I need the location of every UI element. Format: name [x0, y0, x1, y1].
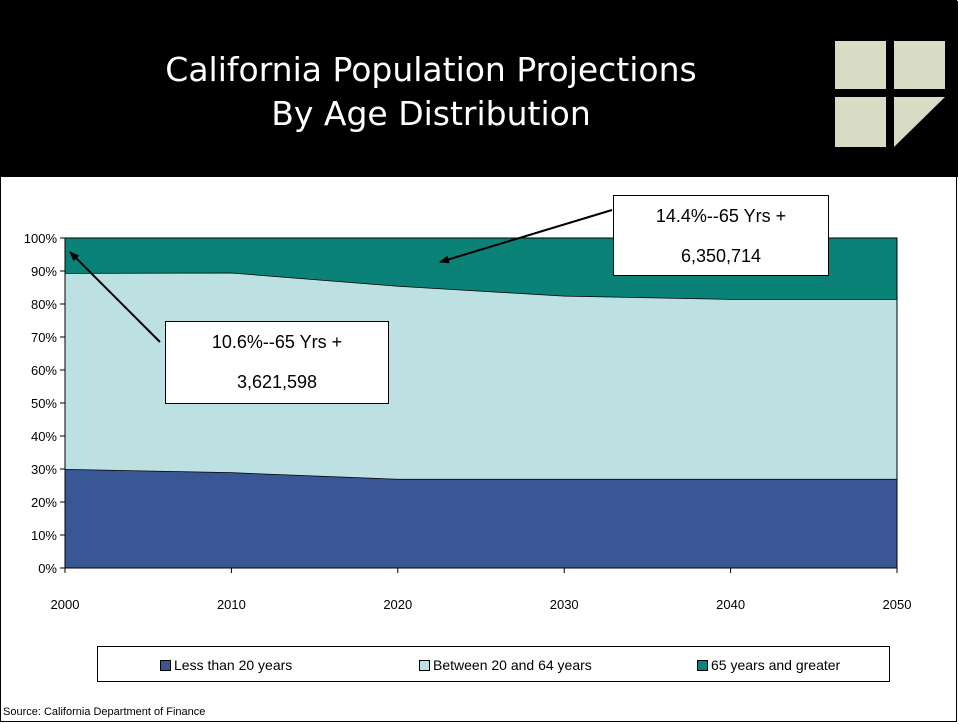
callout-2050-percent: 14.4%--65 Yrs + — [655, 206, 787, 226]
x-tick-label: 2050 — [883, 597, 912, 612]
legend-swatch-20-64 — [419, 659, 430, 671]
callout-2000-count: 3,621,598 — [236, 372, 318, 392]
y-tick-label: 100% — [24, 231, 58, 246]
x-tick-label: 2030 — [550, 597, 579, 612]
callout-arrow-2000 — [69, 251, 161, 343]
x-tick-label: 2000 — [51, 597, 80, 612]
legend-swatch-under-20 — [160, 659, 171, 671]
area-series-0 — [65, 469, 897, 568]
callout-2050-65plus: 14.4%--65 Yrs + 6,350,714 — [613, 195, 829, 276]
y-tick-label: 0% — [38, 561, 57, 576]
slide-title-line2: By Age Distribution — [271, 94, 591, 133]
y-tick-label: 70% — [31, 330, 57, 345]
y-tick-label: 40% — [31, 429, 57, 444]
x-tick-label: 2040 — [716, 597, 745, 612]
x-tick-label: 2010 — [217, 597, 246, 612]
legend-label-under-20: Less than 20 years — [174, 657, 293, 673]
callout-2050-count: 6,350,714 — [680, 246, 762, 266]
slide-title-line1: California Population Projections — [165, 50, 697, 89]
y-tick-label: 10% — [31, 528, 57, 543]
legend-swatch-65-plus — [697, 659, 708, 671]
chart-legend: Less than 20 years Between 20 and 64 yea… — [97, 646, 890, 682]
legend-item-under-20: Less than 20 years — [160, 657, 292, 673]
legend-item-20-64: Between 20 and 64 years — [419, 657, 592, 673]
chart-axes: 0% 10% 20% 30% 40% 50% 60% 70% 80% 90% 100% 2000 201… — [24, 231, 912, 612]
logo-icon — [835, 41, 945, 147]
callout-arrows — [69, 209, 613, 343]
source-note: Source: California Department of Finance — [3, 706, 206, 718]
callout-arrow-2050 — [439, 209, 613, 264]
y-tick-label: 90% — [31, 264, 57, 279]
legend-item-65-plus: 65 years and greater — [697, 657, 840, 673]
y-tick-label: 50% — [31, 396, 57, 411]
callout-2000-percent: 10.6%--65 Yrs + — [211, 332, 343, 352]
title-banner: California Population Projections By Age… — [1, 1, 958, 177]
y-tick-label: 60% — [31, 363, 57, 378]
legend-label-20-64: Between 20 and 64 years — [433, 657, 592, 673]
callout-2000-65plus: 10.6%--65 Yrs + 3,621,598 — [165, 321, 389, 404]
legend-label-65-plus: 65 years and greater — [711, 657, 841, 673]
y-tick-label: 80% — [31, 297, 57, 312]
y-tick-label: 20% — [31, 495, 57, 510]
y-tick-label: 30% — [31, 462, 57, 477]
x-tick-label: 2020 — [383, 597, 412, 612]
